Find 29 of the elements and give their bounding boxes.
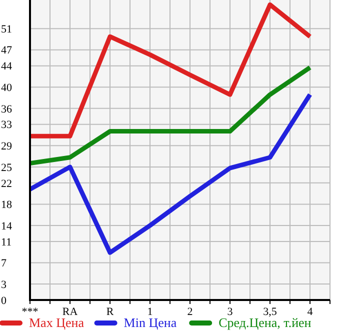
x-tick-label: 3,5 bbox=[263, 306, 278, 318]
y-tick-label: 40 bbox=[1, 82, 12, 94]
legend-label: Min Цена bbox=[124, 315, 177, 330]
y-tick-label: 44 bbox=[1, 60, 12, 73]
y-tick-label: 7 bbox=[1, 258, 7, 270]
legend-label: Max Цена bbox=[29, 315, 84, 330]
x-tick-label: 2 bbox=[187, 306, 193, 318]
x-tick-label: R bbox=[106, 306, 114, 318]
y-tick-label: 25 bbox=[1, 162, 12, 174]
x-tick-label: *** bbox=[22, 306, 38, 318]
y-tick-label: 11 bbox=[1, 236, 12, 248]
y-tick-label: 51 bbox=[1, 23, 12, 36]
line-series bbox=[30, 92, 312, 255]
y-tick-label: 29 bbox=[1, 140, 12, 153]
y-tick-label: 47 bbox=[1, 44, 12, 57]
line-series bbox=[30, 2, 312, 138]
y-tick-label: 0 bbox=[1, 294, 7, 307]
x-tick-label: RA bbox=[62, 306, 78, 318]
x-tick-label: 4 bbox=[307, 306, 314, 318]
y-tick-label: 3 bbox=[1, 278, 7, 291]
y-tick-label: 14 bbox=[1, 220, 12, 232]
x-tick-label: 3 bbox=[227, 306, 234, 318]
y-tick-label: 33 bbox=[1, 119, 12, 132]
x-tick-label: 1 bbox=[147, 306, 153, 318]
y-tick-label: 22 bbox=[1, 178, 12, 190]
legend-label: Сред.Цена, т.йен bbox=[218, 315, 312, 330]
y-tick-label: 36 bbox=[1, 103, 12, 116]
y-tick-label: 18 bbox=[1, 199, 12, 212]
line-series bbox=[30, 65, 312, 166]
